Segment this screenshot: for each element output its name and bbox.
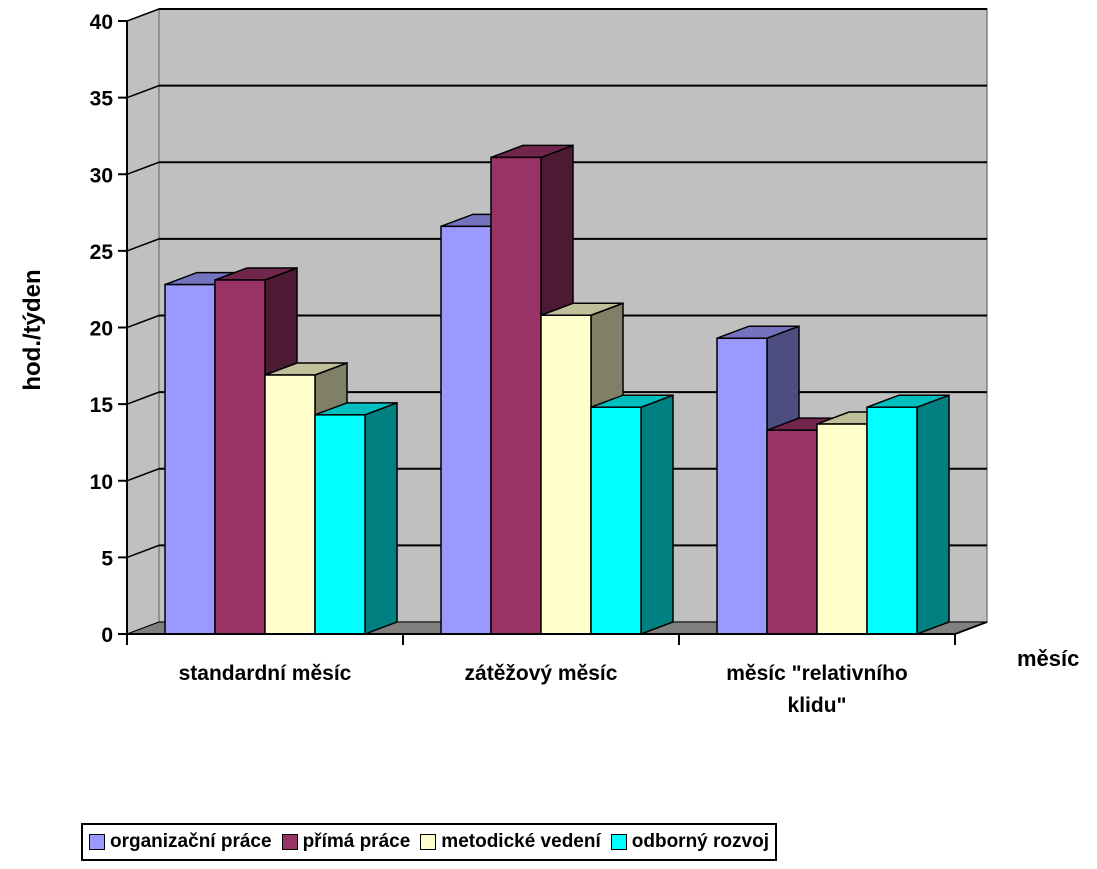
y-tick-label: 0 (101, 624, 113, 647)
legend-item: organizační práce (89, 831, 272, 853)
legend-label: přímá práce (302, 831, 411, 852)
x-tick-label: standardní měsíc (178, 662, 352, 685)
y-tick-label: 35 (90, 88, 114, 111)
y-tick-label: 30 (90, 164, 113, 187)
bar-front (164, 283, 216, 635)
y-tick-label: 20 (90, 318, 113, 341)
y-tick-label: 40 (90, 11, 113, 34)
gridline-side (126, 314, 160, 329)
gridline-side (126, 161, 160, 175)
legend-swatch (610, 834, 627, 850)
legend-item: odborný rozvoj (610, 831, 769, 853)
gridline-side (126, 238, 160, 252)
y-tick-label: 25 (90, 241, 114, 264)
x-axis-label: měsíc (1017, 646, 1079, 671)
bar-front (214, 279, 266, 635)
bar-front (866, 406, 918, 635)
bar-front (540, 314, 592, 635)
y-tick-label: 5 (101, 547, 113, 570)
bar-front (590, 406, 642, 635)
bar (590, 394, 674, 636)
bar-front (816, 423, 868, 635)
gridline-side (126, 468, 160, 482)
y-tick-label: 15 (90, 394, 114, 417)
legend-item: metodické vedení (420, 831, 601, 853)
x-tick-label: zátěžový měsíc (464, 662, 618, 685)
legend-label: odborný rozvoj (631, 831, 769, 852)
legend: organizační práce přímá práce metodické ve… (81, 823, 777, 861)
legend-label: metodické vedení (441, 831, 601, 852)
bar-front (766, 429, 818, 635)
gridline-side (126, 8, 160, 22)
bars-group (164, 144, 950, 636)
bar-side (916, 394, 950, 636)
gridline-side (126, 84, 160, 99)
bar-front (314, 414, 366, 635)
gridline-side (126, 391, 160, 405)
bar-side (640, 394, 674, 636)
x-axis-end (954, 621, 988, 635)
y-tick-label: 10 (90, 471, 113, 494)
bar (314, 401, 398, 636)
bar-front (264, 374, 316, 635)
legend-swatch (281, 834, 298, 850)
gridline-side (126, 544, 160, 559)
legend-item: přímá práce (281, 831, 411, 853)
legend-swatch (420, 834, 437, 850)
bar (866, 394, 950, 636)
axes (118, 20, 988, 645)
y-tick-labels: 0 5 10 15 20 25 30 35 40 (90, 11, 114, 647)
legend-label: organizační práce (110, 831, 272, 852)
bar-front (490, 156, 542, 635)
legend-swatch (89, 834, 105, 850)
bar-front (716, 337, 768, 635)
x-tick-label: měsíc "relativního klidu" (726, 662, 908, 717)
bar-side (364, 401, 398, 636)
bar-front (440, 225, 492, 635)
y-axis-label: hod./týden (19, 269, 46, 390)
